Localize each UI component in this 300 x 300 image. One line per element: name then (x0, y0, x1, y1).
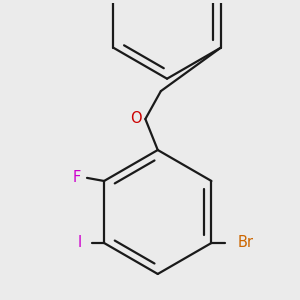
Text: Br: Br (238, 236, 254, 250)
Text: I: I (78, 236, 82, 250)
Text: F: F (73, 170, 81, 185)
Text: O: O (130, 111, 142, 126)
